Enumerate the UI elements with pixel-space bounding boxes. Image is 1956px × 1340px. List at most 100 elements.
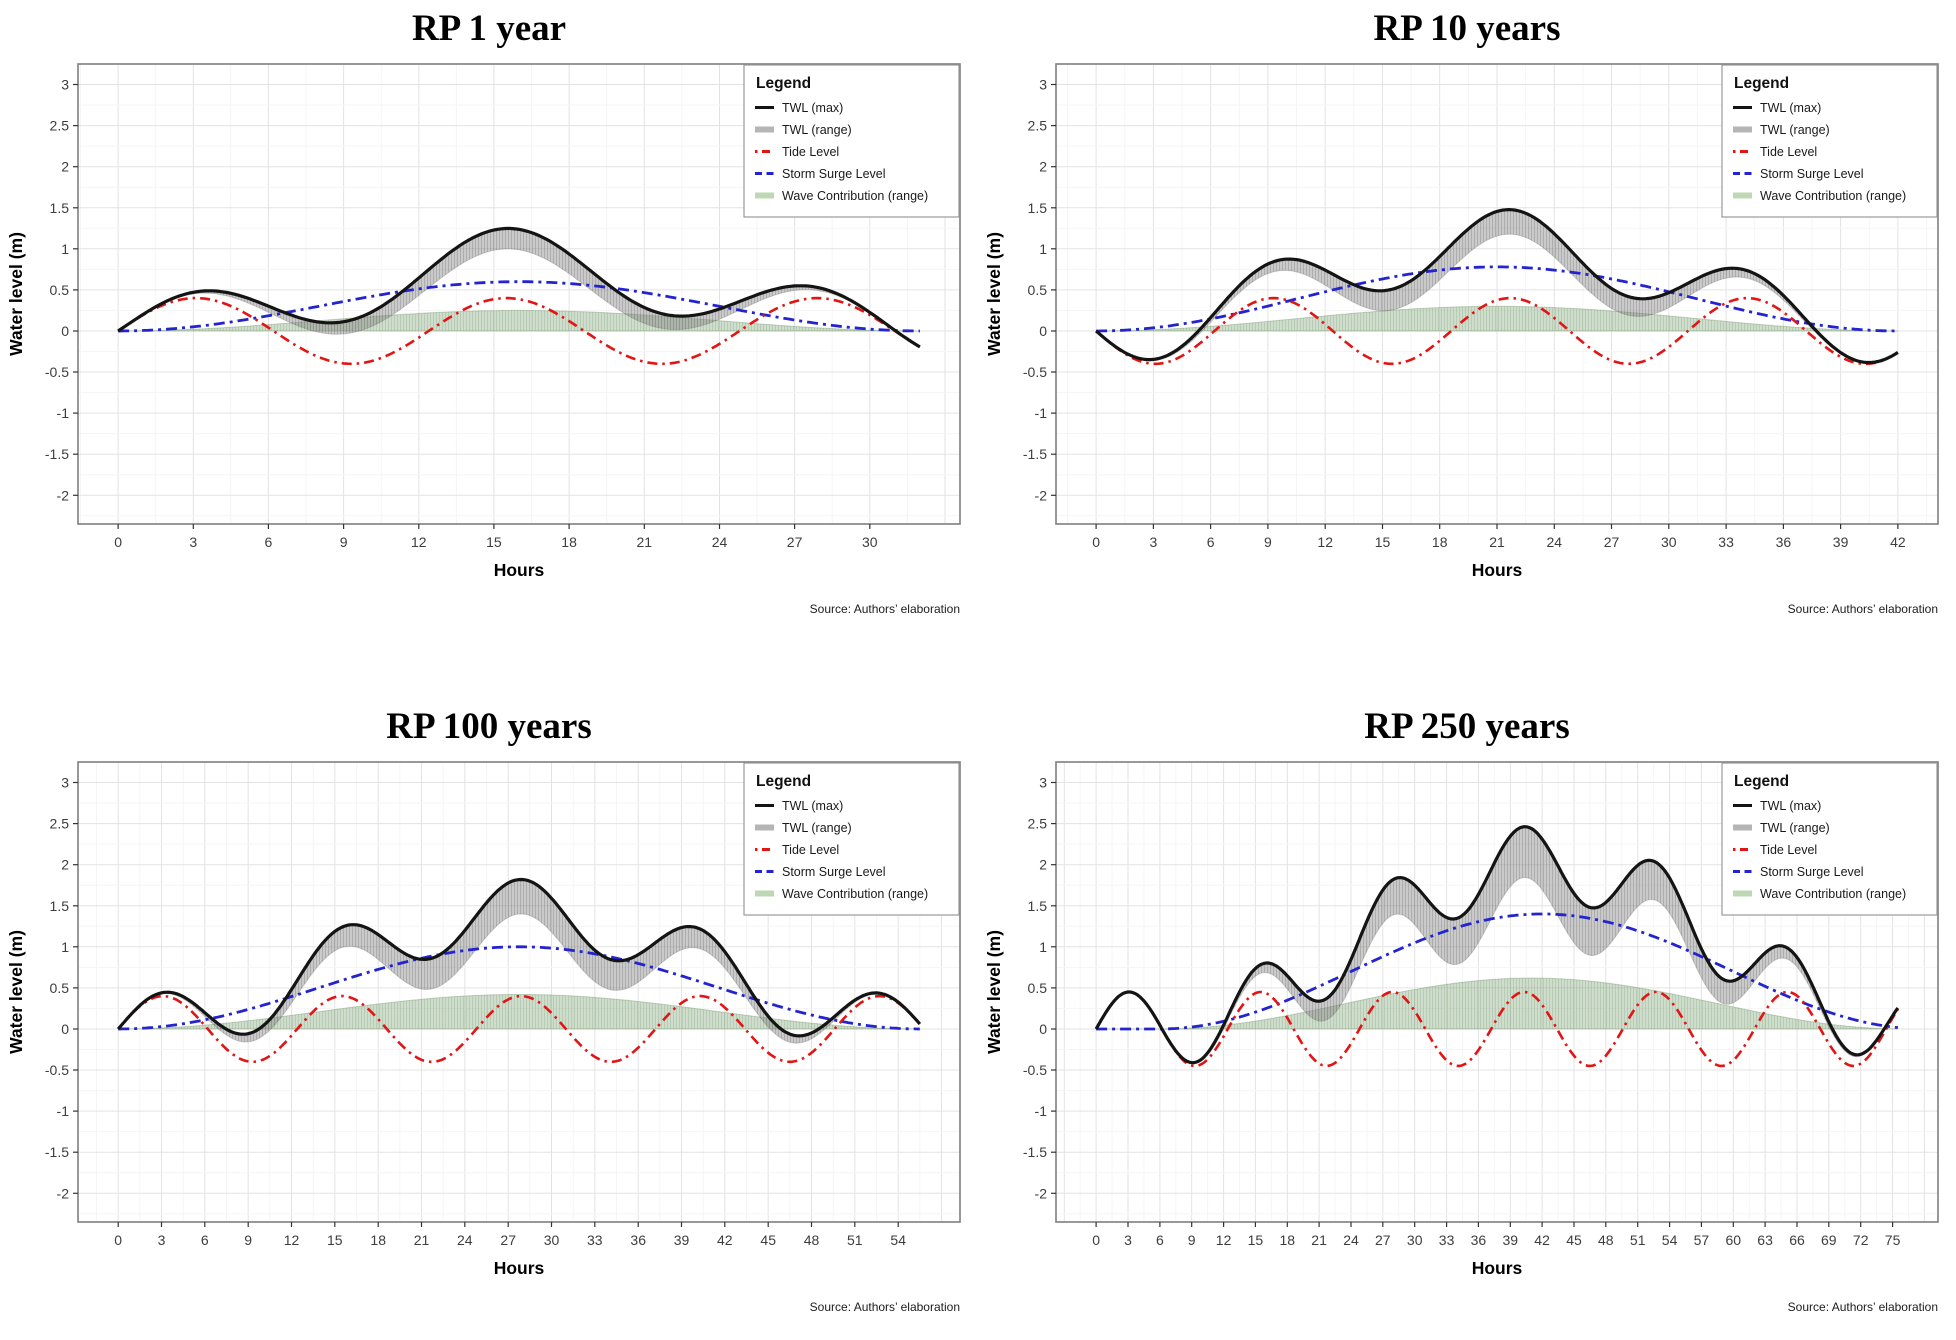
legend-label: Tide Level (782, 843, 839, 857)
x-tick-label: 3 (189, 534, 197, 550)
y-tick-label: 2.5 (1028, 816, 1048, 832)
y-tick-label: 2.5 (50, 118, 70, 134)
x-tick-label: 0 (1092, 534, 1100, 550)
twl-max-line (116, 877, 922, 1038)
y-tick-label: 0.5 (50, 980, 70, 996)
y-tick-label: 3 (1039, 775, 1047, 791)
x-tick-label: 30 (544, 1232, 560, 1248)
y-tick-label: 0.5 (50, 282, 70, 298)
plot-border (77, 761, 961, 1223)
legend-title: Legend (1734, 773, 1789, 790)
legend-title: Legend (1734, 75, 1789, 92)
y-tick-label: -2 (57, 1185, 70, 1201)
y-tick-label: -1 (1035, 405, 1048, 421)
x-tick-label: 0 (114, 534, 122, 550)
y-tick-label: -0.5 (45, 1062, 69, 1078)
x-tick-label: 36 (630, 1232, 646, 1248)
x-tick-label: 45 (760, 1232, 776, 1248)
y-axis-title: Water level (m) (6, 930, 26, 1054)
source-caption: Source: Authors’ elaboration (809, 1300, 960, 1314)
x-tick-label: 18 (561, 534, 577, 550)
legend-label: Storm Surge Level (782, 865, 886, 879)
storm-surge-line (118, 280, 920, 333)
wave-contribution-area (118, 994, 920, 1030)
x-tick-label: 42 (1890, 534, 1906, 550)
legend-title: Legend (756, 773, 811, 790)
wave-contribution-area (1096, 305, 1898, 332)
x-tick-label: 33 (1718, 534, 1734, 550)
x-tick-label: 9 (1264, 534, 1272, 550)
y-tick-label: -2 (1035, 487, 1048, 503)
chart-rp-10-years: 32.521.510.50-0.5-1-1.5-20 3 6 9 12 15 18 21 24 2… (984, 63, 1939, 580)
tide-line (117, 994, 921, 1064)
y-tick-label: 3 (61, 775, 69, 791)
y-tick-label: 3 (61, 77, 69, 93)
legend-label: Wave Contribution (range) (1760, 887, 1906, 901)
legend-box (743, 64, 960, 218)
x-tick-label: 18 (1432, 534, 1448, 550)
legend-label: Tide Level (1760, 145, 1817, 159)
x-tick-label: 6 (1207, 534, 1215, 550)
plot-border (1055, 761, 1939, 1223)
x-tick-label: 27 (500, 1232, 516, 1248)
x-tick-label: 18 (370, 1232, 386, 1248)
legend-label: Tide Level (1760, 843, 1817, 857)
x-tick-label: 12 (411, 534, 427, 550)
y-tick-label: 1.5 (50, 898, 70, 914)
legend-label: Wave Contribution (range) (1760, 189, 1906, 203)
x-tick-label: 21 (1311, 1232, 1327, 1248)
chart-rp-1-year: 3 2.5 2 1.5 1 0.5 0 -0.5 -1 -1.5 -2 0 3 6 9 12 15 18 21 24 2… (6, 63, 961, 580)
y-tick-label: -1.5 (45, 1144, 69, 1160)
x-tick-label: 39 (1503, 1232, 1519, 1248)
x-tick-label: 15 (1248, 1232, 1264, 1248)
legend-box (1721, 762, 1938, 916)
legend: Legend TWL (max) TWL (range) Tide Level Stor… (743, 762, 960, 916)
y-tick-label: 1.5 (50, 200, 70, 216)
twl-max-line (1095, 208, 1899, 365)
x-tick-label: 27 (787, 534, 803, 550)
x-tick-label: 0 (1092, 1232, 1100, 1248)
y-tick-label: 3 (1039, 77, 1047, 93)
x-tick-label: 18 (1280, 1232, 1296, 1248)
storm-surge-line (1096, 265, 1898, 333)
y-tick-label: -0.5 (1023, 364, 1047, 380)
legend: Legend TWL (max) TWL (range) Tide Level Stor… (743, 64, 960, 218)
panel-title: RP 1 year (411, 8, 567, 49)
x-tick-label: 60 (1726, 1232, 1742, 1248)
y-tick-label: -0.5 (1023, 1062, 1047, 1078)
y-tick-label: 0 (1039, 1021, 1047, 1037)
storm-surge-line (118, 945, 920, 1031)
x-tick-label: 30 (1407, 1232, 1423, 1248)
plot-border (77, 63, 961, 525)
y-tick-label: -1.5 (1023, 1144, 1047, 1160)
legend: Legend TWL (max) TWL (range) Tide Level Stor… (1721, 64, 1938, 218)
y-tick-label: -1.5 (1023, 446, 1047, 462)
panel-title: RP 10 years (1373, 8, 1561, 49)
x-tick-label: 54 (890, 1232, 906, 1248)
source-caption: Source: Authors’ elaboration (809, 602, 960, 616)
x-tick-label: 3 (1124, 1232, 1132, 1248)
twl-max-line (117, 226, 921, 349)
panel-rp-1-year: RP 1 year 3 2.5 2 1.5 1 0.5 0 -0.5 -1 -1.5 -2 0 3 6 9 1… (0, 0, 978, 670)
x-tick-label: 21 (637, 534, 653, 550)
x-axis-title: Hours (494, 1258, 545, 1278)
y-tick-label: 1.5 (1028, 898, 1048, 914)
y-tick-label: 1 (1039, 241, 1047, 257)
y-tick-label: 1 (61, 241, 69, 257)
legend-label: TWL (max) (1760, 799, 1821, 813)
y-tick-label: 0 (61, 1021, 69, 1037)
legend-label: Storm Surge Level (782, 167, 886, 181)
axes: 32.521.510.50-0.5-1-1.5-20 3 6 9 12 15 18 21 24 2… (6, 775, 906, 1279)
x-tick-label: 6 (265, 534, 273, 550)
y-tick-label: 1 (61, 939, 69, 955)
panel-rp-100-years: RP 100 years 3 2.5 2 1.5 1 0.5 0 -0.5 -1 -1.5 -2 0 3… (0, 670, 978, 1340)
x-tick-label: 27 (1604, 534, 1620, 550)
legend-label: TWL (range) (1760, 123, 1830, 137)
x-tick-label: 12 (1317, 534, 1333, 550)
x-tick-label: 9 (244, 1232, 252, 1248)
x-tick-label: 3 (158, 1232, 166, 1248)
gridlines (1056, 63, 1938, 524)
x-tick-label: 66 (1789, 1232, 1805, 1248)
y-tick-label: 0 (1039, 323, 1047, 339)
